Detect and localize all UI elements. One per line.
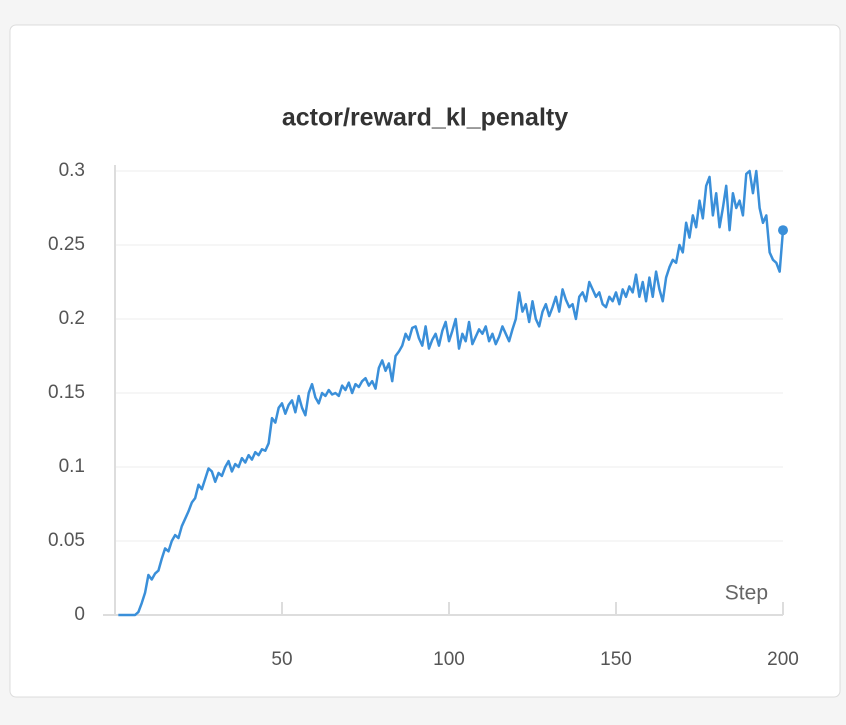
x-axis-label: Step <box>725 582 768 605</box>
y-tick-label: 0 <box>74 604 85 625</box>
y-tick-label: 0.05 <box>48 530 85 551</box>
last-point <box>778 225 788 236</box>
chart-title: actor/reward_kl_penalty <box>282 104 568 132</box>
x-tick-label: 100 <box>433 649 465 670</box>
series-line <box>118 169 785 617</box>
y-tick-label: 0.1 <box>59 456 85 477</box>
x-tick-label: 200 <box>767 649 799 670</box>
y-tick-label: 0.2 <box>59 308 85 329</box>
card <box>9 24 841 698</box>
x-tick-label: 150 <box>600 649 632 670</box>
y-tick-label: 0.25 <box>48 234 85 255</box>
x-tick-label: 50 <box>271 649 292 670</box>
y-tick-label: 0.3 <box>59 160 85 181</box>
y-tick-label: 0.15 <box>48 382 85 403</box>
